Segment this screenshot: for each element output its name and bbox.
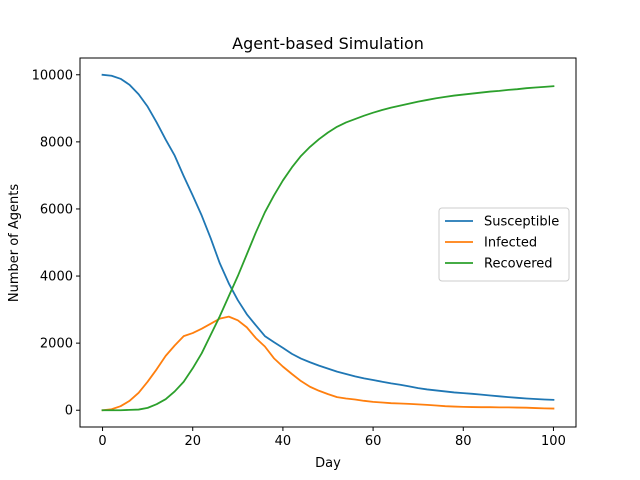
legend-label-susceptible: Susceptible bbox=[484, 215, 559, 230]
legend: Susceptible Infected Recovered bbox=[438, 207, 570, 282]
y-tick-label: 10000 bbox=[32, 68, 73, 83]
series-line-susceptible bbox=[101, 73, 555, 401]
legend-label-infected: Infected bbox=[484, 236, 537, 251]
y-axis-label: Number of Agents bbox=[7, 184, 22, 302]
x-tick-label: 40 bbox=[275, 434, 292, 449]
y-tick-label: 8000 bbox=[40, 135, 73, 150]
chart-title: Agent-based Simulation bbox=[232, 34, 424, 53]
y-tick-label: 0 bbox=[65, 404, 73, 419]
x-tick-label: 60 bbox=[365, 434, 382, 449]
y-tick-label: 2000 bbox=[40, 337, 73, 352]
plot-area: 0 20 40 60 80 100 0 2000 4000 6000 8000 10000 bbox=[32, 57, 577, 449]
x-tick-label: 80 bbox=[455, 434, 472, 449]
legend-label-recovered: Recovered bbox=[484, 257, 553, 272]
axes-frame bbox=[79, 57, 577, 428]
y-tick-label: 6000 bbox=[40, 202, 73, 217]
x-tick-label: 20 bbox=[184, 434, 201, 449]
series-line-infected bbox=[101, 315, 555, 412]
series-line-recovered bbox=[101, 85, 555, 412]
x-tick-label: 0 bbox=[98, 434, 106, 449]
x-axis-label: Day bbox=[315, 456, 341, 471]
x-tick-label: 100 bbox=[541, 434, 566, 449]
y-tick-label: 4000 bbox=[40, 270, 73, 285]
